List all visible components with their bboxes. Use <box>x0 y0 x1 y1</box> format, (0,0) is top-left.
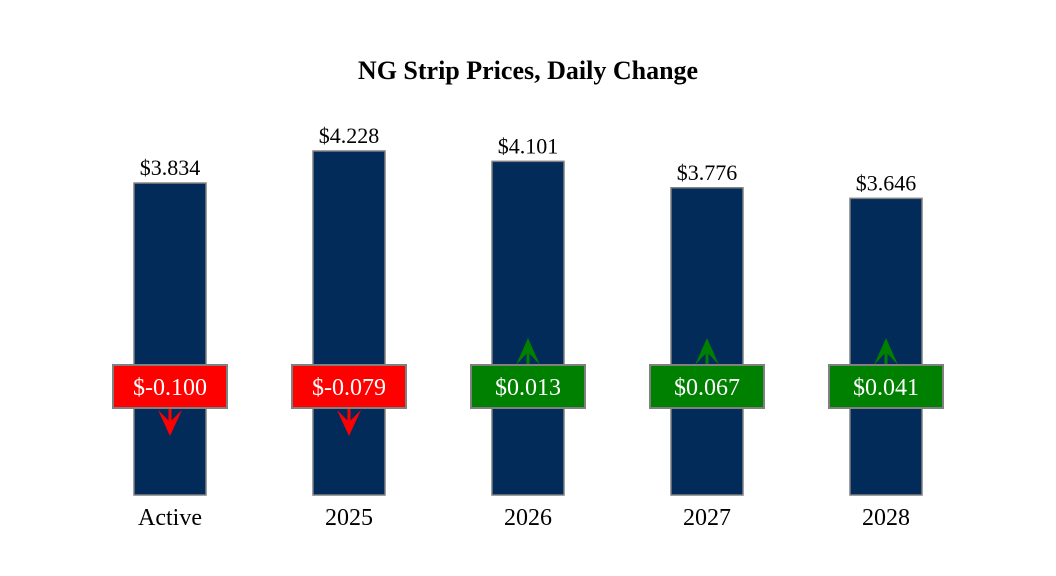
change-box <box>470 364 586 409</box>
bar-value-label: $3.776 <box>677 160 738 185</box>
x-tick-label: 2025 <box>325 505 373 531</box>
change-label: $0.041 <box>853 375 919 401</box>
x-tick-label: 2026 <box>504 505 552 531</box>
bar-value-label: $3.834 <box>140 155 201 180</box>
up-arrow-icon <box>516 338 540 365</box>
bar <box>491 160 565 496</box>
change-label: $-0.100 <box>133 375 207 401</box>
up-arrow-icon <box>695 338 719 365</box>
bar-value-label: $4.228 <box>319 123 380 148</box>
change-box <box>649 364 765 409</box>
bar <box>133 182 207 496</box>
change-label: $-0.079 <box>312 375 386 401</box>
up-arrow-icon <box>874 338 898 365</box>
change-label: $0.013 <box>495 375 561 401</box>
x-tick-label: 2028 <box>862 505 910 531</box>
change-box <box>291 364 407 409</box>
change-box <box>828 364 944 409</box>
bar-value-label: $4.101 <box>498 133 559 158</box>
x-tick-label: Active <box>138 505 202 531</box>
down-arrow-icon <box>337 410 361 436</box>
change-box <box>112 364 228 409</box>
chart-title: NG Strip Prices, Daily Change <box>358 56 698 85</box>
change-label: $0.067 <box>674 375 740 401</box>
x-tick-label: 2027 <box>683 505 731 531</box>
down-arrow-icon <box>158 410 182 436</box>
bar <box>312 150 386 496</box>
bar-value-label: $3.646 <box>856 170 917 195</box>
